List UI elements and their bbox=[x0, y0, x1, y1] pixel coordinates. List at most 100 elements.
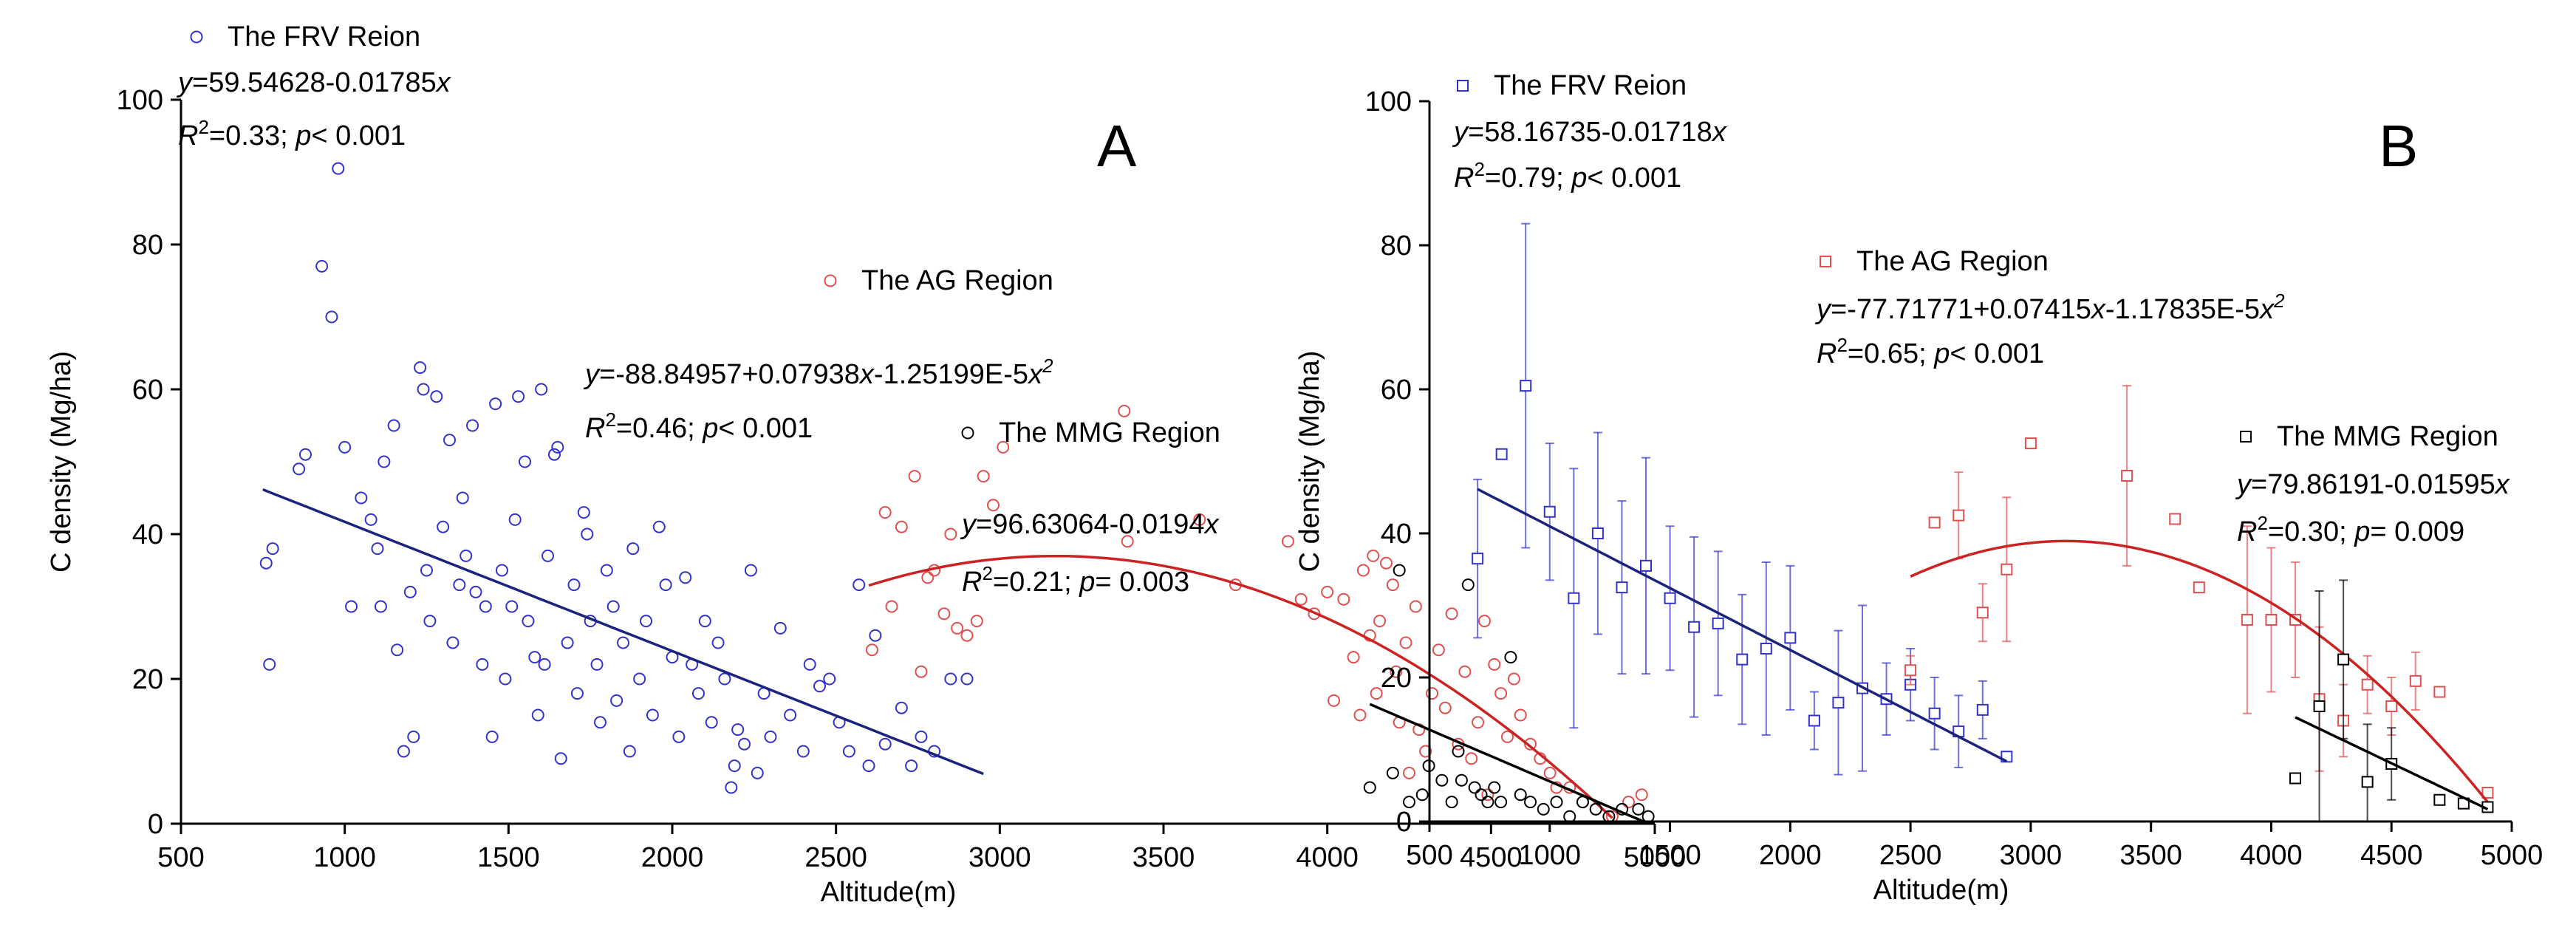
data-point bbox=[1393, 564, 1406, 577]
regression-equation: y=96.63064-0.0194x bbox=[960, 509, 1220, 540]
data-point bbox=[1461, 578, 1475, 592]
data-point bbox=[266, 542, 279, 556]
data-point bbox=[1370, 687, 1383, 700]
data-point bbox=[607, 600, 620, 613]
data-point bbox=[869, 629, 882, 642]
data-point bbox=[640, 615, 653, 628]
data-point bbox=[1347, 651, 1360, 664]
data-point bbox=[691, 687, 705, 700]
regression-stats: R2=0.21; p= 0.003 bbox=[962, 562, 1189, 598]
data-point bbox=[895, 701, 908, 714]
data-point bbox=[466, 419, 479, 432]
data-point bbox=[1403, 766, 1415, 779]
legend-label: The FRV Reion bbox=[1494, 70, 1687, 101]
data-point bbox=[878, 506, 892, 519]
y-tick-label: 40 bbox=[132, 519, 163, 550]
data-point bbox=[391, 643, 404, 657]
regression-stats: R2=0.33; p< 0.001 bbox=[178, 116, 406, 151]
data-point bbox=[2313, 700, 2326, 712]
data-point bbox=[1432, 643, 1445, 657]
y-tick-label: 100 bbox=[1365, 86, 1412, 117]
data-point bbox=[315, 259, 329, 273]
data-point bbox=[1514, 708, 1527, 722]
data-point bbox=[865, 643, 878, 657]
regression-equation: y=58.16735-0.01718x bbox=[1452, 117, 1728, 148]
data-point bbox=[1403, 796, 1415, 809]
data-point bbox=[364, 513, 377, 526]
fit-line bbox=[1477, 488, 2008, 763]
data-point bbox=[374, 600, 387, 613]
data-point bbox=[813, 680, 826, 693]
data-point bbox=[1458, 665, 1472, 678]
data-point bbox=[1419, 745, 1432, 758]
data-point bbox=[944, 527, 957, 541]
data-point bbox=[397, 745, 410, 758]
fit-line bbox=[262, 488, 984, 776]
data-point bbox=[508, 513, 522, 526]
data-point bbox=[738, 737, 751, 751]
x-tick-label: 2000 bbox=[1759, 840, 1822, 871]
data-point bbox=[908, 470, 921, 483]
x-tick-label: 2500 bbox=[1879, 840, 1942, 871]
regression-equation: y=-77.71771+0.07415x-1.17835E-5x2 bbox=[1814, 290, 2285, 325]
data-point bbox=[345, 600, 358, 613]
data-point bbox=[420, 564, 433, 577]
data-point bbox=[485, 730, 499, 743]
data-point bbox=[338, 440, 352, 454]
legend-marker bbox=[1457, 80, 1469, 92]
legend-marker bbox=[961, 426, 974, 440]
x-tick-label: 4000 bbox=[2240, 840, 2303, 871]
data-point bbox=[1399, 636, 1412, 649]
y-tick-label: 60 bbox=[132, 375, 163, 406]
data-point bbox=[751, 766, 764, 779]
data-point bbox=[1363, 781, 1376, 794]
x-tick-label: 3000 bbox=[2000, 840, 2063, 871]
legend-label: The MMG Region bbox=[2277, 421, 2498, 452]
legend-label: The AG Region bbox=[1856, 246, 2049, 277]
y-tick-label: 0 bbox=[1396, 807, 1412, 838]
data-point bbox=[1537, 802, 1550, 816]
data-point bbox=[1591, 527, 1604, 539]
legend-marker bbox=[2240, 431, 2252, 443]
data-point bbox=[505, 600, 519, 613]
x-tick-label: 2000 bbox=[641, 842, 704, 873]
data-point bbox=[2001, 563, 2013, 575]
data-point bbox=[633, 672, 646, 686]
data-point bbox=[1468, 781, 1481, 794]
x-tick-label: 5000 bbox=[1624, 842, 1687, 873]
data-point bbox=[417, 383, 430, 396]
data-point bbox=[1477, 615, 1491, 628]
data-point bbox=[895, 520, 908, 533]
data-point bbox=[590, 657, 604, 671]
data-point bbox=[2361, 776, 2374, 788]
data-point bbox=[489, 397, 502, 411]
data-point bbox=[1501, 730, 1514, 743]
data-point bbox=[1409, 600, 1422, 613]
data-point bbox=[1543, 505, 1556, 518]
data-point bbox=[407, 730, 420, 743]
data-point bbox=[626, 542, 640, 556]
data-point bbox=[1367, 549, 1380, 562]
data-point bbox=[2385, 700, 2398, 712]
data-point bbox=[2361, 678, 2374, 691]
data-point bbox=[263, 657, 276, 671]
y-tick-label: 20 bbox=[132, 664, 163, 695]
data-point bbox=[1193, 513, 1206, 526]
data-point bbox=[2481, 787, 2494, 799]
data-point bbox=[332, 162, 345, 175]
data-point bbox=[1784, 632, 1797, 644]
data-point bbox=[325, 310, 338, 324]
data-point bbox=[567, 578, 581, 592]
data-point bbox=[1712, 617, 1724, 629]
data-point bbox=[1622, 796, 1636, 809]
regression-stats: R2=0.46; p< 0.001 bbox=[585, 409, 813, 444]
data-point bbox=[744, 564, 757, 577]
data-point bbox=[878, 737, 892, 751]
data-point bbox=[1736, 653, 1749, 666]
data-point bbox=[298, 448, 312, 461]
data-point bbox=[1563, 810, 1576, 823]
data-point bbox=[469, 585, 482, 598]
data-point bbox=[1904, 664, 1917, 677]
data-point bbox=[2433, 686, 2446, 698]
data-point bbox=[531, 708, 544, 722]
